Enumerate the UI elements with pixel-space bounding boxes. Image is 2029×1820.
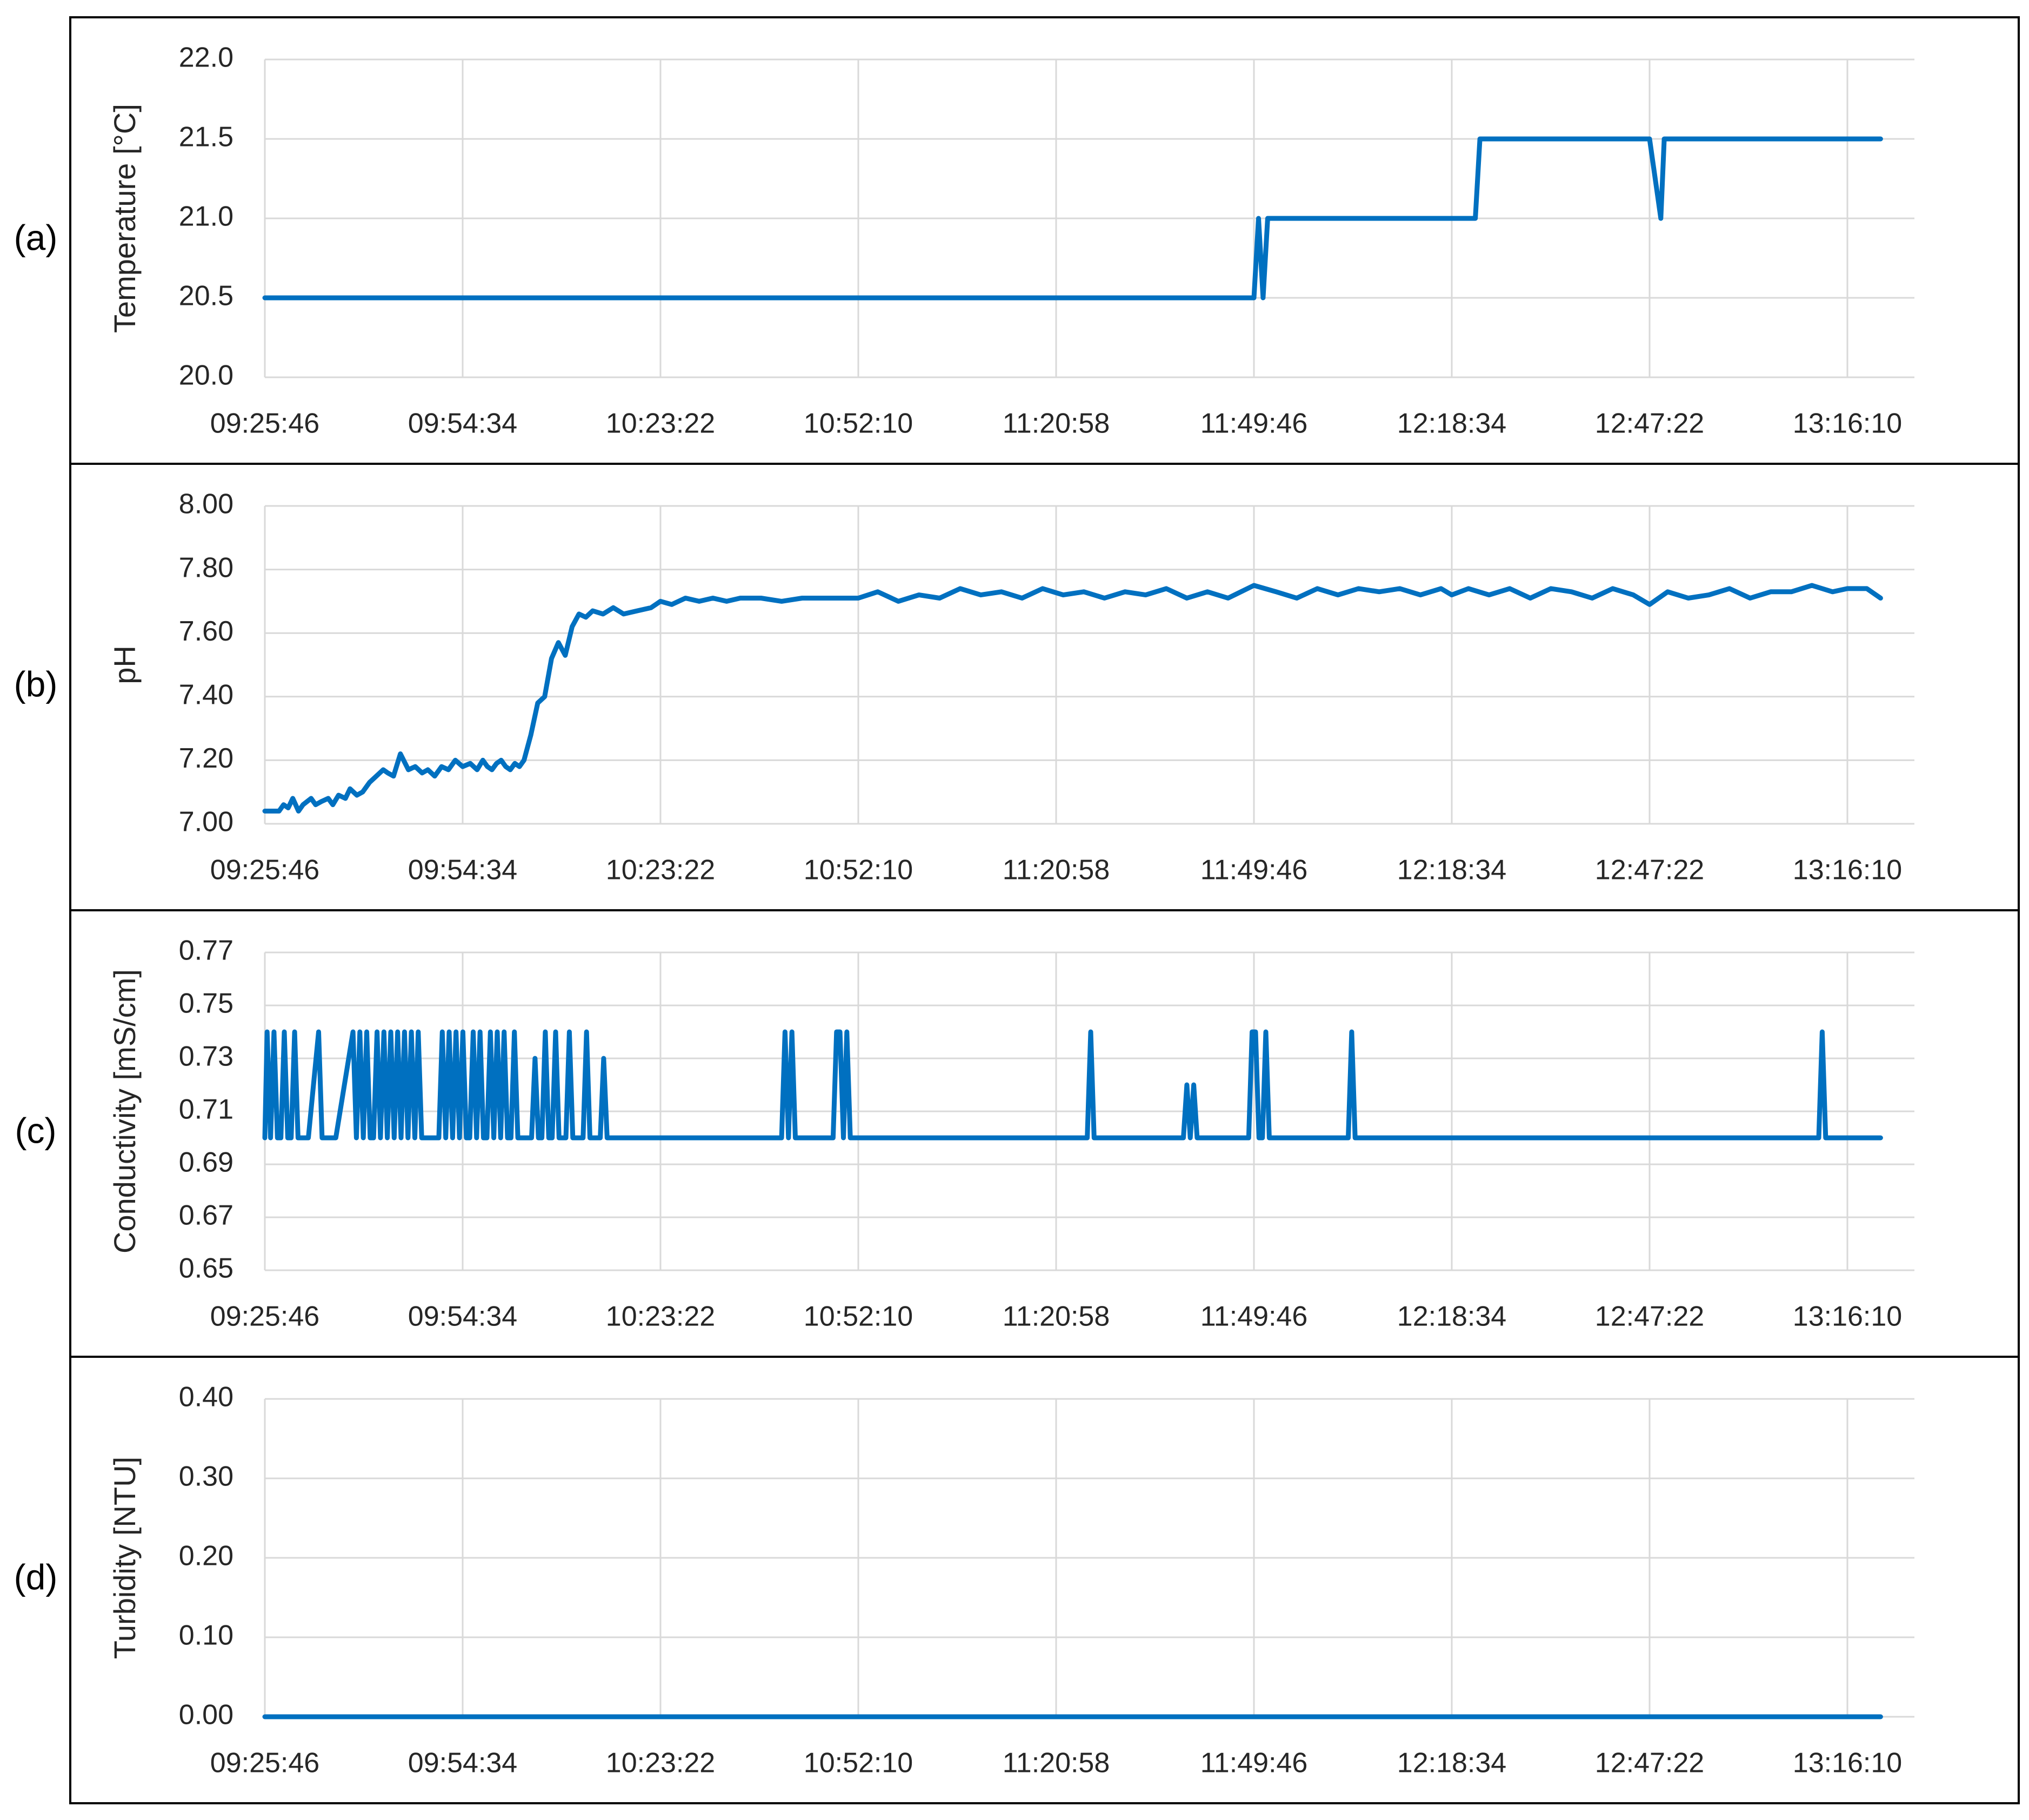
y-tick-label: 0.20 <box>179 1541 233 1572</box>
series-line <box>262 1029 1883 1141</box>
y-tick-label: 0.30 <box>179 1461 233 1492</box>
x-tick-label: 12:18:34 <box>1397 855 1506 886</box>
x-tick-label: 10:23:22 <box>606 408 715 439</box>
panel-d: (d) 0.00 0.10 0.20 0.30 0.40 09:25:46 09:54:34 1… <box>14 1356 2020 1804</box>
panel-letter: (b) <box>14 664 58 704</box>
panel-letter: (c) <box>15 1110 57 1150</box>
series-line <box>262 583 1883 814</box>
y-tick-label: 21.0 <box>179 201 233 232</box>
y-axis-title: Temperature [°C] <box>108 104 142 333</box>
x-tick-label: 11:20:58 <box>1003 855 1110 886</box>
x-tick-label: 11:49:46 <box>1200 408 1308 439</box>
x-tick-label: 13:16:10 <box>1793 408 1902 439</box>
y-tick-label: 7.00 <box>179 806 233 838</box>
y-axis-title: Conductivity [mS/cm] <box>108 969 142 1254</box>
x-tick-label: 12:47:22 <box>1595 1301 1704 1332</box>
x-tick-label: 10:52:10 <box>804 1301 913 1332</box>
x-tick-label: 12:47:22 <box>1595 855 1704 886</box>
x-tick-label: 09:25:46 <box>210 1301 319 1332</box>
y-tick-label: 0.10 <box>179 1620 233 1651</box>
y-tick-label: 7.80 <box>179 552 233 583</box>
y-tick-label: 0.77 <box>179 935 233 966</box>
y-tick-label: 21.5 <box>179 122 233 153</box>
y-tick-label: 0.65 <box>179 1253 233 1284</box>
x-tick-label: 11:20:58 <box>1003 1748 1110 1779</box>
y-tick-label: 7.40 <box>179 679 233 711</box>
x-tick-label: 11:20:58 <box>1003 1301 1110 1332</box>
y-tick-label: 0.71 <box>179 1094 233 1125</box>
x-tick-label: 11:20:58 <box>1003 408 1110 439</box>
panel-c: (c) 0.65 0.67 0.69 0.71 0.73 0.75 0.77 09:25:46 0… <box>15 909 2020 1358</box>
x-tick-label: 10:52:10 <box>804 1748 913 1779</box>
x-tick-label: 10:23:22 <box>606 1301 715 1332</box>
y-tick-label: 20.5 <box>179 281 233 312</box>
x-tick-label: 09:25:46 <box>210 408 319 439</box>
x-tick-label: 12:18:34 <box>1397 408 1506 439</box>
y-tick-label: 8.00 <box>179 489 233 520</box>
x-tick-label: 09:54:34 <box>408 1301 517 1332</box>
x-tick-label: 12:47:22 <box>1595 1748 1704 1779</box>
x-tick-label: 11:49:46 <box>1200 855 1308 886</box>
y-tick-label: 20.0 <box>179 360 233 391</box>
x-tick-label: 11:49:46 <box>1200 1301 1308 1332</box>
x-tick-label: 10:52:10 <box>804 408 913 439</box>
x-tick-label: 13:16:10 <box>1793 855 1902 886</box>
x-tick-label: 10:23:22 <box>606 1748 715 1779</box>
x-tick-label: 13:16:10 <box>1793 1748 1902 1779</box>
x-tick-label: 09:25:46 <box>210 855 319 886</box>
panel-letter: (a) <box>14 217 58 257</box>
y-tick-label: 0.73 <box>179 1041 233 1072</box>
panel-frame <box>69 463 2020 911</box>
y-tick-label: 7.20 <box>179 743 233 774</box>
x-tick-label: 10:52:10 <box>804 855 913 886</box>
x-tick-label: 12:18:34 <box>1397 1301 1506 1332</box>
y-tick-label: 0.40 <box>179 1382 233 1413</box>
y-tick-label: 0.75 <box>179 988 233 1019</box>
y-tick-label: 0.00 <box>179 1699 233 1731</box>
x-tick-label: 09:54:34 <box>408 855 517 886</box>
x-tick-label: 10:23:22 <box>606 855 715 886</box>
y-tick-label: 0.67 <box>179 1200 233 1231</box>
panel-frame <box>69 16 2020 465</box>
x-tick-label: 09:25:46 <box>210 1748 319 1779</box>
x-tick-label: 12:47:22 <box>1595 408 1704 439</box>
series-line <box>262 136 1883 301</box>
x-tick-label: 12:18:34 <box>1397 1748 1506 1779</box>
y-tick-label: 22.0 <box>179 42 233 74</box>
x-tick-label: 09:54:34 <box>408 1748 517 1779</box>
panel-b: (b) 7.00 7.20 7.40 7.60 7.80 8.00 09:25:46 09:54… <box>14 463 2020 911</box>
panel-a: (a) 20.0 20.5 21.0 21.5 22.0 09:25:46 09:54:34 1… <box>14 16 2020 465</box>
y-axis-title: pH <box>108 645 142 684</box>
panel-frame <box>69 1356 2020 1804</box>
x-tick-label: 11:49:46 <box>1200 1748 1308 1779</box>
y-axis-title: Turbidity [NTU] <box>108 1457 142 1659</box>
y-tick-label: 7.60 <box>179 616 233 647</box>
x-tick-label: 13:16:10 <box>1793 1301 1902 1332</box>
y-tick-label: 0.69 <box>179 1147 233 1178</box>
x-tick-label: 09:54:34 <box>408 408 517 439</box>
panel-letter: (d) <box>14 1557 58 1597</box>
